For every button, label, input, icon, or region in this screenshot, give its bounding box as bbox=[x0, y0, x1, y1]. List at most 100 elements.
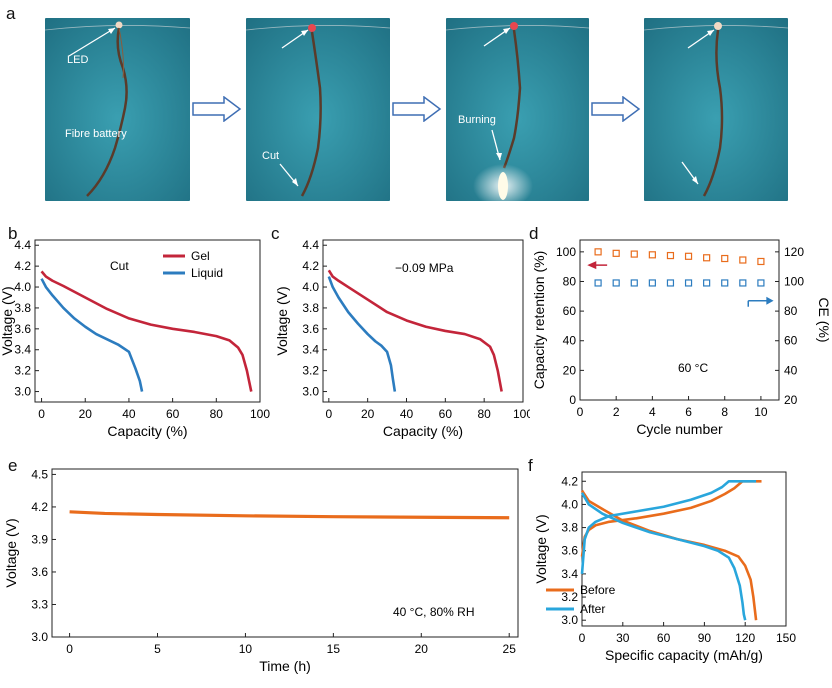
plot-frame bbox=[579, 239, 780, 401]
x-tick-label: 0 bbox=[577, 405, 584, 419]
photo-fibre-battery-led: LED Fibre battery bbox=[45, 18, 190, 201]
y-tick-label: 3.2 bbox=[561, 590, 578, 604]
x-tick-label: 60 bbox=[439, 407, 453, 421]
y-tick-label: 3.8 bbox=[14, 301, 31, 315]
chart-annotation: 60 °C bbox=[678, 361, 708, 375]
led-light bbox=[308, 24, 316, 32]
x-tick-label: 60 bbox=[657, 631, 671, 645]
data-point-series-1 bbox=[594, 279, 602, 287]
data-point-series-0 bbox=[721, 254, 729, 263]
y-tick-label: 4.2 bbox=[31, 500, 48, 514]
photo-label-burning: Burning bbox=[458, 114, 496, 126]
y-tick-label: 4.5 bbox=[31, 467, 48, 481]
x-axis-label: Cycle number bbox=[636, 421, 723, 437]
series-line-before-1 bbox=[580, 489, 758, 621]
y-axis-label: Voltage (V) bbox=[274, 286, 290, 355]
series-line-0 bbox=[69, 510, 510, 520]
x-tick-label: 2 bbox=[613, 405, 620, 419]
x-tick-label: 90 bbox=[698, 631, 712, 645]
y-tick-label: 4.2 bbox=[302, 259, 319, 273]
series-line-1 bbox=[327, 276, 397, 392]
panel-letter-f: f bbox=[528, 456, 533, 475]
x-tick-label: 25 bbox=[503, 642, 517, 656]
flame bbox=[498, 172, 508, 200]
chart-annotation: 40 °C, 80% RH bbox=[393, 605, 475, 619]
data-point-series-1 bbox=[648, 279, 656, 287]
y-axis-label: Voltage (V) bbox=[533, 514, 549, 583]
x-tick-label: 20 bbox=[361, 407, 375, 421]
data-point-series-0 bbox=[630, 250, 638, 258]
y-tick-label: 20 bbox=[563, 363, 577, 377]
y-tick-label: 4.2 bbox=[14, 259, 31, 273]
chart-b: 0 20 40 60 80 100 3.0 3.2 3.4 3.6 3.8 4.0 4.2 4.4 Capa… bbox=[0, 238, 270, 439]
y-tick-label: 3.4 bbox=[302, 343, 319, 357]
legend-label: Gel bbox=[191, 249, 210, 263]
led-light bbox=[115, 21, 123, 29]
plot-frame bbox=[322, 239, 524, 403]
y-tick-label: 4.0 bbox=[302, 280, 319, 294]
y-tick-label: 3.0 bbox=[14, 385, 31, 399]
x-tick-label: 80 bbox=[210, 407, 224, 421]
y2-tick-label: 20 bbox=[784, 393, 798, 407]
y2-tick-label: 80 bbox=[784, 304, 798, 318]
y-tick-label: 3.3 bbox=[31, 597, 48, 611]
data-point-series-1 bbox=[739, 279, 747, 287]
data-point-series-1 bbox=[703, 279, 711, 287]
x-tick-label: 6 bbox=[685, 405, 692, 419]
chart-f: 0 30 60 90 120 150 3.0 3.2 3.4 3.6 3.8 4.0 4.2 Specif… bbox=[533, 471, 796, 663]
chart-e: 0 5 10 15 20 25 3.0 3.3 3.6 3.9 4.2 4.5 Time (h) Volt… bbox=[3, 467, 519, 674]
y-tick-label: 3.9 bbox=[31, 532, 48, 546]
data-point-series-0 bbox=[739, 256, 747, 264]
x-tick-label: 15 bbox=[327, 642, 341, 656]
y-tick-label: 3.6 bbox=[14, 322, 31, 336]
y-tick-label: 40 bbox=[563, 334, 577, 348]
x-axis-label: Specific capacity (mAh/g) bbox=[605, 647, 763, 663]
chart-c: 0 20 40 60 80 100 3.0 3.2 3.4 3.6 3.8 4.0 4.2 4.4 Capa… bbox=[274, 238, 530, 439]
panel-letter-b: b bbox=[8, 224, 18, 243]
x-axis-label: Time (h) bbox=[259, 658, 311, 674]
chart-annotation: −0.09 MPa bbox=[395, 261, 454, 275]
x-tick-label: 100 bbox=[513, 407, 530, 421]
x-tick-label: 20 bbox=[79, 407, 93, 421]
photo-2-image: Cut bbox=[246, 18, 390, 201]
y-tick-label: 0 bbox=[569, 393, 576, 407]
y-axis-label: Voltage (V) bbox=[3, 518, 19, 587]
photo-after-burning bbox=[644, 18, 788, 201]
y-tick-label: 60 bbox=[563, 304, 577, 318]
y-tick-label: 3.4 bbox=[561, 567, 578, 581]
x-tick-label: 20 bbox=[415, 642, 429, 656]
x-tick-label: 8 bbox=[721, 405, 728, 419]
led-light bbox=[714, 22, 722, 30]
x-tick-label: 80 bbox=[477, 407, 491, 421]
y-tick-label: 4.4 bbox=[14, 238, 31, 252]
photo-cut-fibre: Cut bbox=[246, 18, 390, 201]
y-tick-label: 3.2 bbox=[14, 364, 31, 378]
x-tick-label: 120 bbox=[735, 631, 755, 645]
x-tick-label: 0 bbox=[325, 407, 332, 421]
data-point-series-0 bbox=[594, 248, 602, 256]
legend-label: Before bbox=[580, 583, 616, 597]
legend-label: After bbox=[580, 602, 605, 616]
photo-3-image: Burning bbox=[446, 18, 589, 201]
data-point-series-0 bbox=[648, 251, 656, 259]
x-tick-label: 10 bbox=[754, 405, 768, 419]
plot-frame bbox=[51, 468, 519, 638]
photo-1-image: LED Fibre battery bbox=[45, 18, 190, 201]
led-pointer-arrow bbox=[68, 27, 116, 57]
series-line-gel-0 bbox=[40, 270, 253, 392]
y2-tick-label: 60 bbox=[784, 334, 798, 348]
data-point-series-1 bbox=[666, 279, 675, 287]
y-tick-label: 100 bbox=[556, 245, 576, 259]
y2-axis-label: CE (%) bbox=[816, 297, 830, 342]
x-tick-label: 10 bbox=[239, 642, 253, 656]
x-tick-label: 30 bbox=[616, 631, 630, 645]
x-tick-label: 40 bbox=[122, 407, 136, 421]
y-axis-label: Voltage (V) bbox=[0, 286, 15, 355]
y-tick-label: 3.0 bbox=[302, 385, 319, 399]
photo-4-image bbox=[644, 18, 788, 201]
y-tick-label: 4.0 bbox=[14, 280, 31, 294]
series-line-before-0 bbox=[580, 479, 762, 557]
sequence-arrow-3 bbox=[591, 96, 641, 122]
